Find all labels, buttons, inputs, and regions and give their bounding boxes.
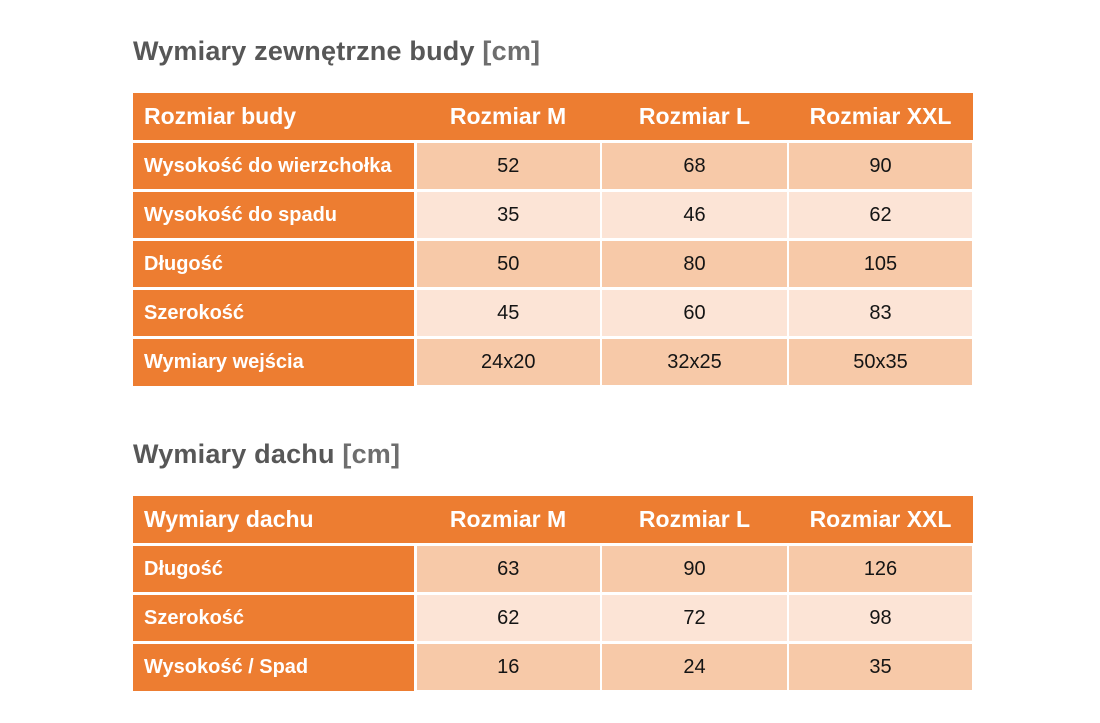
cell-value: 16	[414, 641, 602, 693]
outer-dimensions-title-text: Wymiary zewnętrzne budy	[133, 36, 475, 66]
roof-header-size-xxl: Rozmiar XXL	[788, 496, 973, 547]
cell-value: 24	[600, 641, 789, 693]
roof-dimensions-title-unit: [cm]	[342, 439, 401, 470]
table-row: Wysokość / Spad 16 24 35	[133, 641, 974, 693]
cell-value: 45	[414, 287, 602, 339]
roof-dimensions-title-text: Wymiary dachu	[133, 439, 335, 470]
cell-value: 80	[600, 238, 789, 290]
table-row: Długość 63 90 126	[133, 543, 974, 595]
outer-header-size-m: Rozmiar M	[415, 93, 601, 144]
cell-value: 68	[600, 140, 789, 192]
cell-value: 35	[787, 641, 974, 693]
row-label: Długość	[133, 238, 417, 289]
cell-value: 62	[414, 592, 602, 644]
roof-dimensions-table: Wymiary dachu Rozmiar M Rozmiar L Rozmia…	[133, 496, 974, 693]
outer-header-size-label: Rozmiar budy	[133, 93, 415, 144]
table-row: Długość 50 80 105	[133, 238, 974, 290]
outer-table-header-row: Rozmiar budy Rozmiar M Rozmiar L Rozmiar…	[133, 93, 973, 144]
cell-value: 50x35	[787, 336, 974, 388]
row-label: Szerokość	[133, 287, 417, 338]
cell-value: 90	[787, 140, 974, 192]
roof-table-header-row: Wymiary dachu Rozmiar M Rozmiar L Rozmia…	[133, 496, 973, 547]
cell-value: 105	[787, 238, 974, 290]
table-row: Szerokość 45 60 83	[133, 287, 974, 339]
table-row: Wysokość do spadu 35 46 62	[133, 189, 974, 241]
cell-value: 24x20	[414, 336, 602, 388]
cell-value: 46	[600, 189, 789, 241]
outer-dimensions-title-unit: [cm]	[482, 36, 541, 66]
cell-value: 52	[414, 140, 602, 192]
table-row: Wymiary wejścia 24x20 32x25 50x35	[133, 336, 974, 388]
row-label: Wysokość do spadu	[133, 189, 417, 240]
outer-dimensions-table: Rozmiar budy Rozmiar M Rozmiar L Rozmiar…	[133, 93, 974, 388]
cell-value: 63	[414, 543, 602, 595]
cell-value: 90	[600, 543, 789, 595]
cell-value: 62	[787, 189, 974, 241]
row-label: Wysokość do wierzchołka	[133, 140, 417, 191]
cell-value: 72	[600, 592, 789, 644]
table-row: Szerokość 62 72 98	[133, 592, 974, 644]
row-label: Szerokość	[133, 592, 417, 643]
row-label: Wysokość / Spad	[133, 641, 417, 692]
cell-value: 126	[787, 543, 974, 595]
outer-dimensions-title: Wymiary zewnętrzne budy [cm]	[133, 36, 973, 67]
cell-value: 50	[414, 238, 602, 290]
roof-header-size-m: Rozmiar M	[415, 496, 601, 547]
roof-header-size-l: Rozmiar L	[601, 496, 788, 547]
roof-dimensions-title: Wymiary dachu [cm]	[133, 439, 973, 470]
table-row: Wysokość do wierzchołka 52 68 90	[133, 140, 974, 192]
row-label: Wymiary wejścia	[133, 336, 417, 387]
cell-value: 35	[414, 189, 602, 241]
cell-value: 60	[600, 287, 789, 339]
row-label: Długość	[133, 543, 417, 594]
cell-value: 32x25	[600, 336, 789, 388]
cell-value: 98	[787, 592, 974, 644]
roof-header-size-label: Wymiary dachu	[133, 496, 415, 547]
outer-header-size-xxl: Rozmiar XXL	[788, 93, 973, 144]
outer-header-size-l: Rozmiar L	[601, 93, 788, 144]
cell-value: 83	[787, 287, 974, 339]
